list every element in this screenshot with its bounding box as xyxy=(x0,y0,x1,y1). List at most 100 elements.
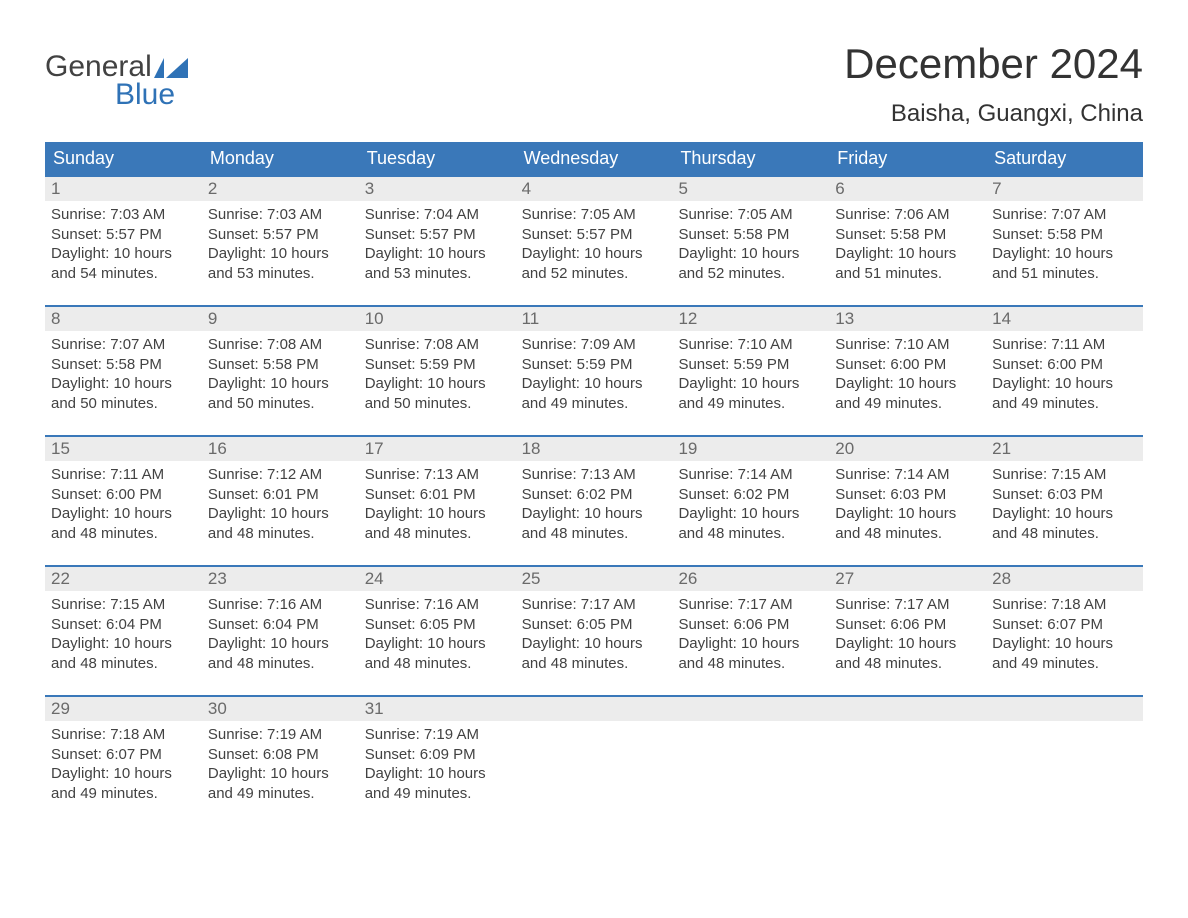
day-number: 22 xyxy=(45,567,202,591)
day-cell: 28Sunrise: 7:18 AMSunset: 6:07 PMDayligh… xyxy=(986,567,1143,695)
day-body: Sunrise: 7:17 AMSunset: 6:05 PMDaylight:… xyxy=(516,591,673,679)
day-dl2: and 48 minutes. xyxy=(208,524,353,544)
day-sunset: Sunset: 6:06 PM xyxy=(678,615,823,635)
day-sunrise: Sunrise: 7:10 AM xyxy=(678,335,823,355)
day-body: Sunrise: 7:18 AMSunset: 6:07 PMDaylight:… xyxy=(986,591,1143,679)
week-row: 15Sunrise: 7:11 AMSunset: 6:00 PMDayligh… xyxy=(45,435,1143,565)
day-dl2: and 48 minutes. xyxy=(51,524,196,544)
day-sunrise: Sunrise: 7:17 AM xyxy=(835,595,980,615)
day-dl2: and 54 minutes. xyxy=(51,264,196,284)
day-number: 29 xyxy=(45,697,202,721)
day-cell: 1Sunrise: 7:03 AMSunset: 5:57 PMDaylight… xyxy=(45,177,202,305)
empty-day-header xyxy=(516,697,673,721)
day-sunset: Sunset: 5:59 PM xyxy=(678,355,823,375)
day-dl2: and 48 minutes. xyxy=(51,654,196,674)
day-dl1: Daylight: 10 hours xyxy=(208,504,353,524)
day-body: Sunrise: 7:14 AMSunset: 6:02 PMDaylight:… xyxy=(672,461,829,549)
day-dl2: and 50 minutes. xyxy=(208,394,353,414)
day-body: Sunrise: 7:03 AMSunset: 5:57 PMDaylight:… xyxy=(202,201,359,289)
day-sunset: Sunset: 6:06 PM xyxy=(835,615,980,635)
day-cell: 10Sunrise: 7:08 AMSunset: 5:59 PMDayligh… xyxy=(359,307,516,435)
day-body: Sunrise: 7:05 AMSunset: 5:58 PMDaylight:… xyxy=(672,201,829,289)
day-cell: 18Sunrise: 7:13 AMSunset: 6:02 PMDayligh… xyxy=(516,437,673,565)
day-dl1: Daylight: 10 hours xyxy=(51,764,196,784)
week-row: 1Sunrise: 7:03 AMSunset: 5:57 PMDaylight… xyxy=(45,175,1143,305)
week-row: 8Sunrise: 7:07 AMSunset: 5:58 PMDaylight… xyxy=(45,305,1143,435)
day-cell: 15Sunrise: 7:11 AMSunset: 6:00 PMDayligh… xyxy=(45,437,202,565)
day-dl1: Daylight: 10 hours xyxy=(51,504,196,524)
month-title: December 2024 xyxy=(844,40,1143,88)
day-dl2: and 50 minutes. xyxy=(365,394,510,414)
day-number: 20 xyxy=(829,437,986,461)
day-dl2: and 49 minutes. xyxy=(835,394,980,414)
header: General Blue December 2024 Baisha, Guang… xyxy=(45,40,1143,128)
day-number: 30 xyxy=(202,697,359,721)
weekday-header: Monday xyxy=(202,142,359,175)
day-dl2: and 52 minutes. xyxy=(678,264,823,284)
day-sunrise: Sunrise: 7:11 AM xyxy=(992,335,1137,355)
day-dl1: Daylight: 10 hours xyxy=(678,634,823,654)
day-dl2: and 48 minutes. xyxy=(678,524,823,544)
day-sunrise: Sunrise: 7:05 AM xyxy=(678,205,823,225)
day-cell: 7Sunrise: 7:07 AMSunset: 5:58 PMDaylight… xyxy=(986,177,1143,305)
day-dl1: Daylight: 10 hours xyxy=(208,374,353,394)
day-sunset: Sunset: 6:00 PM xyxy=(992,355,1137,375)
day-cell: 25Sunrise: 7:17 AMSunset: 6:05 PMDayligh… xyxy=(516,567,673,695)
title-block: December 2024 Baisha, Guangxi, China xyxy=(844,40,1143,128)
day-sunset: Sunset: 5:58 PM xyxy=(208,355,353,375)
day-sunrise: Sunrise: 7:18 AM xyxy=(992,595,1137,615)
day-dl1: Daylight: 10 hours xyxy=(365,244,510,264)
empty-day-header xyxy=(829,697,986,721)
day-dl1: Daylight: 10 hours xyxy=(51,244,196,264)
day-sunset: Sunset: 6:00 PM xyxy=(835,355,980,375)
day-number: 17 xyxy=(359,437,516,461)
day-dl1: Daylight: 10 hours xyxy=(835,504,980,524)
day-dl2: and 53 minutes. xyxy=(365,264,510,284)
day-cell: 2Sunrise: 7:03 AMSunset: 5:57 PMDaylight… xyxy=(202,177,359,305)
day-dl2: and 48 minutes. xyxy=(522,654,667,674)
day-dl1: Daylight: 10 hours xyxy=(835,374,980,394)
day-sunset: Sunset: 6:04 PM xyxy=(208,615,353,635)
day-sunrise: Sunrise: 7:18 AM xyxy=(51,725,196,745)
day-dl1: Daylight: 10 hours xyxy=(208,764,353,784)
day-sunrise: Sunrise: 7:04 AM xyxy=(365,205,510,225)
day-body: Sunrise: 7:16 AMSunset: 6:05 PMDaylight:… xyxy=(359,591,516,679)
day-dl2: and 49 minutes. xyxy=(992,394,1137,414)
day-sunset: Sunset: 6:03 PM xyxy=(835,485,980,505)
day-body: Sunrise: 7:11 AMSunset: 6:00 PMDaylight:… xyxy=(986,331,1143,419)
day-body: Sunrise: 7:03 AMSunset: 5:57 PMDaylight:… xyxy=(45,201,202,289)
day-sunrise: Sunrise: 7:14 AM xyxy=(678,465,823,485)
day-number: 19 xyxy=(672,437,829,461)
day-body: Sunrise: 7:14 AMSunset: 6:03 PMDaylight:… xyxy=(829,461,986,549)
day-dl1: Daylight: 10 hours xyxy=(522,374,667,394)
day-dl2: and 48 minutes. xyxy=(678,654,823,674)
day-number: 3 xyxy=(359,177,516,201)
day-dl1: Daylight: 10 hours xyxy=(522,634,667,654)
day-sunset: Sunset: 6:02 PM xyxy=(522,485,667,505)
day-body: Sunrise: 7:11 AMSunset: 6:00 PMDaylight:… xyxy=(45,461,202,549)
day-cell: 6Sunrise: 7:06 AMSunset: 5:58 PMDaylight… xyxy=(829,177,986,305)
day-body: Sunrise: 7:08 AMSunset: 5:58 PMDaylight:… xyxy=(202,331,359,419)
day-cell: 12Sunrise: 7:10 AMSunset: 5:59 PMDayligh… xyxy=(672,307,829,435)
day-body: Sunrise: 7:09 AMSunset: 5:59 PMDaylight:… xyxy=(516,331,673,419)
day-cell: 13Sunrise: 7:10 AMSunset: 6:00 PMDayligh… xyxy=(829,307,986,435)
day-sunrise: Sunrise: 7:19 AM xyxy=(365,725,510,745)
day-cell xyxy=(516,697,673,825)
day-sunrise: Sunrise: 7:09 AM xyxy=(522,335,667,355)
day-body: Sunrise: 7:15 AMSunset: 6:03 PMDaylight:… xyxy=(986,461,1143,549)
day-dl1: Daylight: 10 hours xyxy=(51,374,196,394)
weeks-container: 1Sunrise: 7:03 AMSunset: 5:57 PMDaylight… xyxy=(45,175,1143,825)
day-sunset: Sunset: 5:59 PM xyxy=(365,355,510,375)
day-number: 14 xyxy=(986,307,1143,331)
day-dl1: Daylight: 10 hours xyxy=(208,244,353,264)
day-dl2: and 53 minutes. xyxy=(208,264,353,284)
day-body: Sunrise: 7:12 AMSunset: 6:01 PMDaylight:… xyxy=(202,461,359,549)
day-sunset: Sunset: 6:09 PM xyxy=(365,745,510,765)
day-sunset: Sunset: 6:07 PM xyxy=(51,745,196,765)
weekday-header: Wednesday xyxy=(516,142,673,175)
day-sunrise: Sunrise: 7:17 AM xyxy=(678,595,823,615)
day-cell: 20Sunrise: 7:14 AMSunset: 6:03 PMDayligh… xyxy=(829,437,986,565)
day-dl2: and 48 minutes. xyxy=(365,654,510,674)
day-body: Sunrise: 7:18 AMSunset: 6:07 PMDaylight:… xyxy=(45,721,202,809)
day-sunrise: Sunrise: 7:19 AM xyxy=(208,725,353,745)
